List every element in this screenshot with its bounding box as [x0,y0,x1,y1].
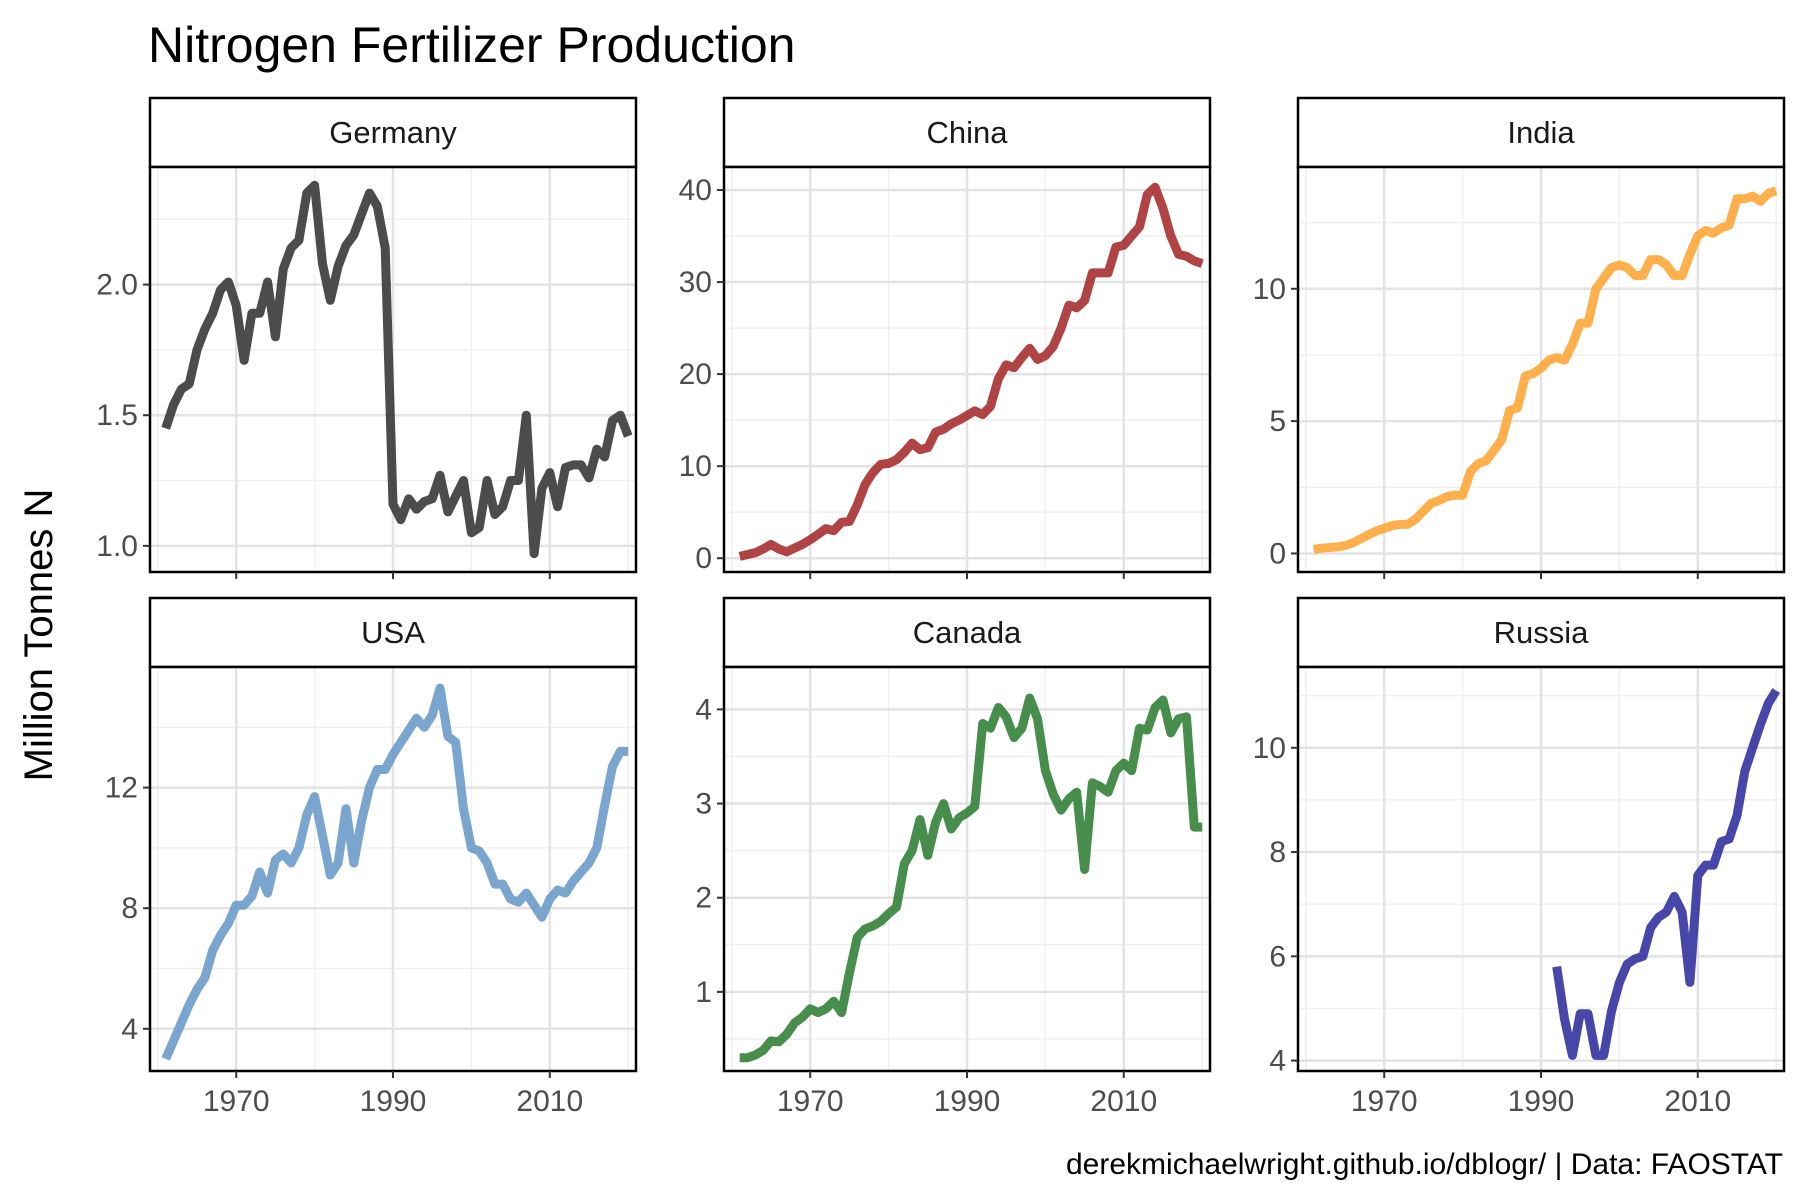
y-tick-label: 4 [1269,1045,1286,1078]
strip-germany [148,96,638,169]
strip-label-germany: Germany [329,115,457,150]
y-tick-label: 0 [695,542,712,575]
chart-title: Nitrogen Fertilizer Production [148,17,796,73]
x-tick-label: 2010 [1090,1085,1157,1118]
strip-label-usa: USA [361,615,425,650]
panel-germany: Germany 1.0 1.5 2.0 [96,96,638,579]
y-tick-label: 10 [679,450,712,483]
x-tick-label: 1990 [360,1085,427,1118]
facet-panels: Germany 1.0 1.5 2.0 China 0 10 20 30 40 India 0 5 10 U… [96,96,1786,1118]
x-tick-label: 2010 [516,1085,583,1118]
y-tick-label: 1.0 [96,530,138,563]
grid-india [1298,167,1784,572]
y-tick-label: 10 [1253,732,1286,765]
y-tick-label: 1 [695,976,712,1009]
y-tick-label: 10 [1253,273,1286,306]
y-tick-label: 5 [1269,405,1286,438]
y-tick-label: 2 [695,882,712,915]
panel-china: China 0 10 20 30 40 [679,96,1212,579]
series-line-india [1312,186,1778,554]
strip-usa [148,596,638,669]
series-line-china [738,182,1204,561]
y-tick-label: 4 [121,1013,138,1046]
y-tick-label: 30 [679,266,712,299]
panel-russia: Russia 4 6 8 10 1970 1990 2010 [1253,596,1786,1118]
x-tick-label: 1970 [1351,1085,1418,1118]
y-tick-label: 8 [121,892,138,925]
panel-usa: USA 4 8 12 1970 1990 2010 [105,596,638,1118]
series-line-canada [739,693,1203,1063]
series-line-usa [161,683,629,1061]
strip-label-canada: Canada [913,615,1022,650]
y-axis-label: Million Tonnes N [17,489,61,782]
y-tick-label: 12 [105,772,138,805]
x-tick-label: 1990 [934,1085,1001,1118]
strip-india [1296,96,1786,169]
strip-label-india: India [1507,115,1575,150]
y-tick-label: 4 [695,693,712,726]
y-tick-label: 40 [679,174,712,207]
x-tick-label: 1970 [203,1085,270,1118]
strip-canada [722,596,1212,669]
x-tick-label: 1970 [777,1085,844,1118]
x-tick-label: 1990 [1508,1085,1575,1118]
grid-canada [724,667,1210,1071]
panel-canada: Canada 1 2 3 4 1970 1990 2010 [695,596,1212,1118]
strip-russia [1296,596,1786,669]
series-line-germany [161,180,633,559]
y-tick-label: 0 [1269,537,1286,570]
y-tick-label: 3 [695,788,712,821]
y-tick-label: 2.0 [96,269,138,302]
strip-china [722,96,1212,169]
panel-india: India 0 5 10 [1253,96,1786,579]
y-tick-label: 1.5 [96,399,138,432]
y-tick-label: 6 [1269,940,1286,973]
x-tick-label: 2010 [1664,1085,1731,1118]
chart-caption: derekmichaelwright.github.io/dblogr/ | D… [1066,1148,1783,1181]
strip-label-russia: Russia [1494,615,1590,650]
strip-label-china: China [927,115,1009,150]
y-tick-label: 8 [1269,836,1286,869]
grid-china [724,167,1210,572]
y-tick-label: 20 [679,358,712,391]
series-line-russia [1552,688,1781,1060]
